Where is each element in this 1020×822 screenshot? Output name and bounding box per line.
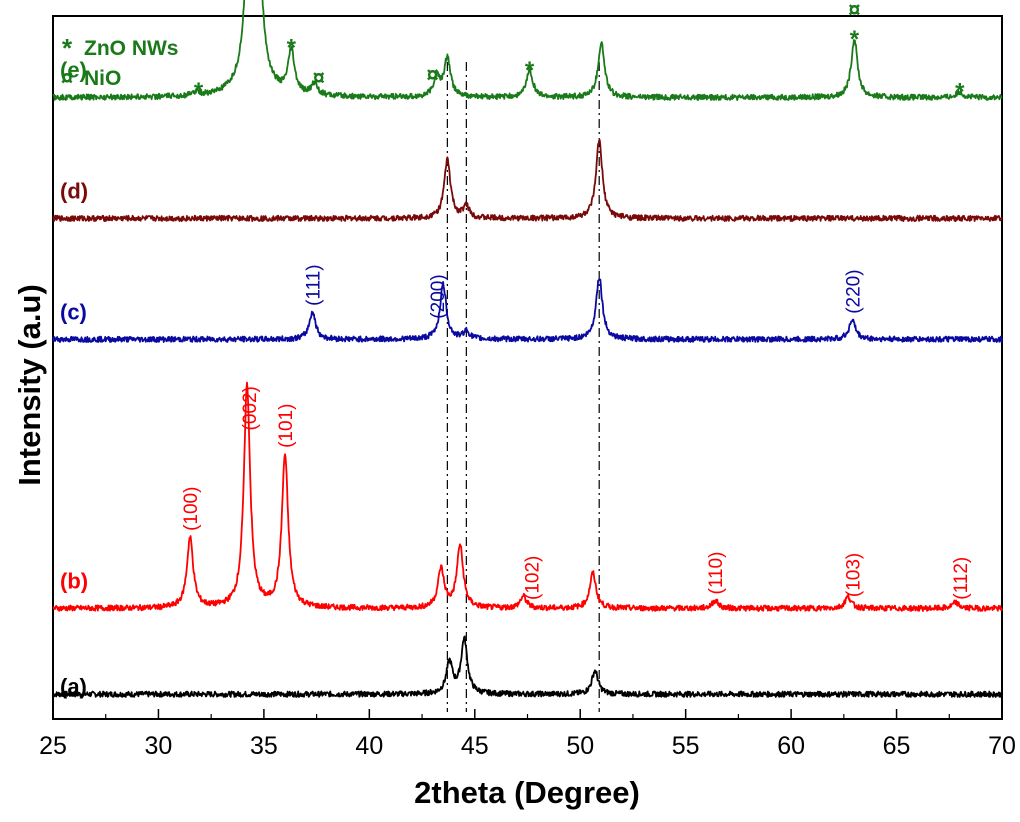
plot-frame: [52, 15, 1003, 720]
zno-peak-marker: *: [850, 26, 860, 53]
nio-peak-marker: ¤: [313, 65, 325, 90]
series-e-curve: [52, 0, 1003, 101]
miller-index-label: (100): [181, 487, 202, 531]
series-c-curve: [52, 278, 1003, 343]
curves: [52, 0, 1003, 698]
curve-labels: (a) (b) (c) (d) (e): [60, 58, 88, 700]
x-tick-label: 50: [566, 732, 594, 760]
miller-index-label: (220): [843, 269, 864, 313]
miller-index-label: (103): [843, 553, 864, 597]
series-label-d: (d): [60, 178, 88, 203]
x-tick-label: 70: [988, 732, 1016, 760]
x-tick-label: 30: [145, 732, 173, 760]
series-label-c: (c): [60, 299, 87, 324]
zno-peak-marker: *: [287, 35, 297, 62]
x-tick-label: 55: [672, 732, 700, 760]
legend: * ZnO NWs ¤ NiO: [61, 33, 179, 90]
legend-entry-label: ZnO NWs: [84, 37, 179, 60]
x-tick-label: 60: [777, 732, 805, 760]
peak-annotations: (100) (002) (101) (102) (110) (103) (112) (111)…: [181, 0, 972, 600]
series-label-e: (e): [60, 58, 87, 83]
nio-peak-marker: ¤: [848, 0, 860, 22]
miller-index-label: (112): [951, 557, 972, 600]
y-axis-title: Intensity (a.u): [12, 284, 47, 486]
x-axis-title: 2theta (Degree): [414, 775, 640, 810]
miller-index-label: (101): [276, 404, 297, 448]
series-b-curve: [52, 381, 1003, 612]
series-a-curve: [52, 635, 1003, 698]
legend-entry-label: NiO: [84, 67, 121, 90]
reference-lines: [446, 62, 600, 712]
legend-nio-symbol: ¤: [61, 65, 73, 90]
miller-index-label: (110): [706, 552, 727, 595]
x-tick-label: 40: [355, 732, 383, 760]
zno-peak-marker: *: [525, 57, 535, 84]
x-tick-label: 25: [39, 732, 67, 760]
miller-index-label: (102): [523, 556, 544, 600]
miller-index-label: (002): [240, 386, 261, 430]
zno-peak-marker: *: [194, 78, 204, 105]
zno-peak-marker: *: [955, 79, 965, 106]
miller-index-label: (111): [303, 264, 324, 306]
series-label-b: (b): [60, 568, 88, 593]
x-tick-label: 35: [250, 732, 278, 760]
series-label-a: (a): [60, 674, 87, 699]
miller-index-label: (200): [428, 274, 449, 318]
x-tick-label: 65: [883, 732, 911, 760]
x-tick-label: 45: [461, 732, 489, 760]
nio-peak-marker: ¤: [426, 62, 438, 87]
legend-zno-symbol: *: [62, 33, 73, 63]
x-axis: 25 30 35 40 45 50 55 60 65 70: [39, 709, 1016, 760]
series-d-curve: [52, 139, 1003, 222]
